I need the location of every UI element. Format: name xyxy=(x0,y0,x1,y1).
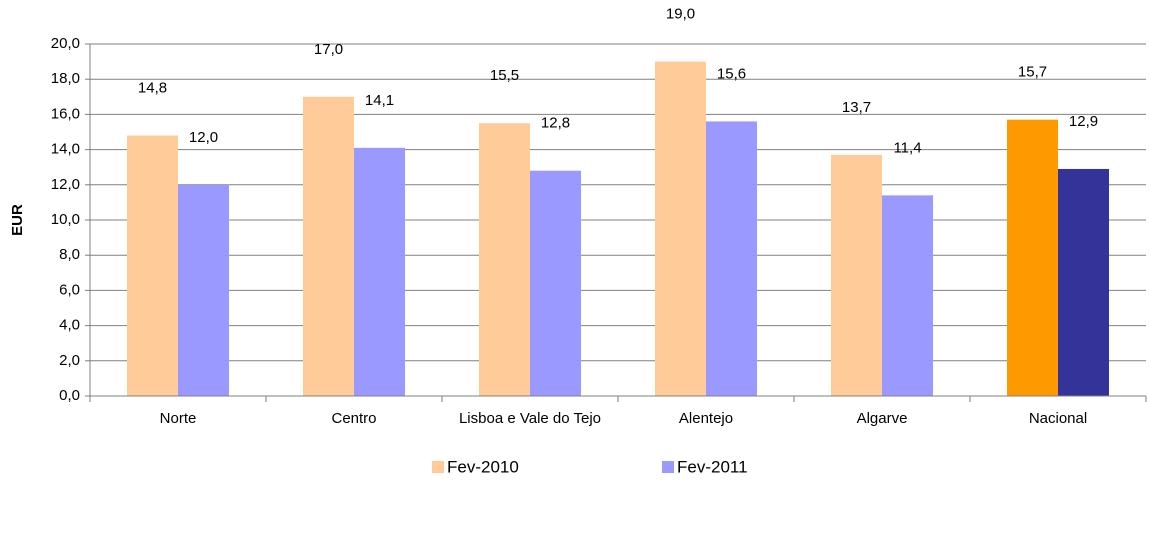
y-tick-label: 14,0 xyxy=(51,141,80,158)
bar xyxy=(479,123,530,396)
data-label: 15,5 xyxy=(490,67,519,84)
bar xyxy=(530,170,581,396)
data-label: 15,7 xyxy=(1018,64,1047,81)
bar xyxy=(354,147,405,396)
data-label: 17,0 xyxy=(314,41,343,58)
y-tick-label: 4,0 xyxy=(59,317,80,334)
bar xyxy=(882,195,933,396)
legend-label: Fev-2011 xyxy=(677,457,748,476)
y-tick-label: 10,0 xyxy=(51,211,80,228)
legend-swatch xyxy=(432,461,444,473)
y-tick-label: 18,0 xyxy=(51,70,80,87)
legend-swatch xyxy=(662,461,674,473)
legend-label: Fev-2010 xyxy=(447,457,519,476)
bar xyxy=(706,121,757,396)
x-tick-label: Nacional xyxy=(1028,410,1088,427)
x-tick-label: Alentejo xyxy=(678,410,734,427)
bar xyxy=(831,154,882,396)
y-tick-label: 20,0 xyxy=(51,35,80,52)
bar xyxy=(1007,119,1058,397)
x-tick-label: Centro xyxy=(331,410,377,427)
bar xyxy=(303,96,354,397)
data-label: 13,7 xyxy=(842,99,871,116)
data-label: 12,9 xyxy=(1069,113,1098,130)
bar xyxy=(127,135,178,396)
x-tick-label: Algarve xyxy=(856,410,908,427)
bar xyxy=(655,61,706,396)
y-tick-label: 16,0 xyxy=(51,105,80,122)
data-label: 12,8 xyxy=(541,115,570,132)
data-label: 14,1 xyxy=(365,92,394,109)
x-tick-label: Norte xyxy=(159,410,197,427)
y-tick-label: 8,0 xyxy=(59,246,80,263)
data-label: 19,0 xyxy=(666,6,695,23)
x-tick-label: Lisboa e Vale do Tejo xyxy=(458,410,602,427)
y-tick-label: 0,0 xyxy=(59,387,80,404)
y-tick-label: 2,0 xyxy=(59,352,80,369)
bar xyxy=(1058,168,1109,396)
y-axis-label: EUR xyxy=(9,204,26,236)
data-label: 12,0 xyxy=(189,129,218,146)
data-label: 15,6 xyxy=(717,65,746,82)
y-tick-label: 12,0 xyxy=(51,176,80,193)
data-label: 11,4 xyxy=(893,139,921,156)
bar xyxy=(178,184,229,396)
data-label: 14,8 xyxy=(138,79,167,96)
y-tick-label: 6,0 xyxy=(59,281,80,298)
